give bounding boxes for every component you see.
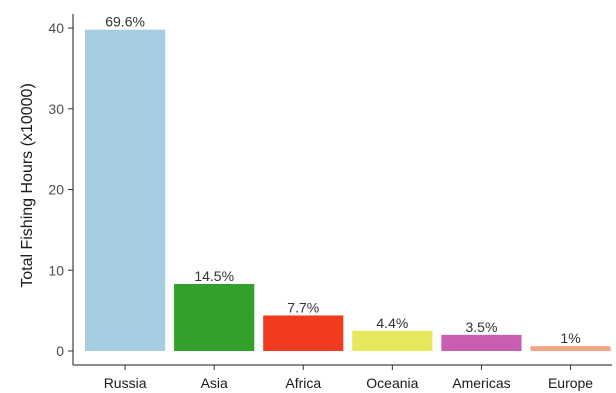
category-label-oceania: Oceania	[366, 375, 418, 391]
y-axis-title-group: Total Fishing Hours (x10000)	[19, 83, 36, 288]
bar-europe	[530, 346, 611, 351]
y-tick-label: 0	[56, 343, 64, 359]
data-label-europe: 1%	[560, 330, 580, 346]
bar-asia	[174, 283, 255, 351]
y-tick-label: 10	[48, 262, 64, 278]
data-label-asia: 14.5%	[194, 268, 234, 284]
data-label-oceania: 4.4%	[376, 315, 408, 331]
category-label-europe: Europe	[548, 375, 593, 391]
y-tick-label: 40	[48, 20, 64, 36]
data-labels: 69.6% 14.5% 7.7% 4.4% 3.5% 1%	[105, 14, 580, 346]
x-axis-categories: Russia Asia Africa Oceania Americas Europe	[104, 365, 593, 391]
category-label-africa: Africa	[285, 375, 321, 391]
bars	[85, 29, 611, 351]
category-label-asia: Asia	[201, 375, 228, 391]
y-axis-ticks: 0 10 20 30 40	[48, 20, 73, 359]
category-label-russia: Russia	[104, 375, 147, 391]
y-tick-label: 30	[48, 101, 64, 117]
bar-russia	[85, 29, 166, 351]
bar-americas	[441, 334, 522, 351]
data-label-russia: 69.6%	[105, 14, 145, 30]
bar-oceania	[352, 330, 433, 351]
bar-africa	[263, 315, 344, 351]
y-tick-label: 20	[48, 182, 64, 198]
data-label-africa: 7.7%	[287, 299, 319, 315]
data-label-americas: 3.5%	[465, 319, 497, 335]
y-axis-title: Total Fishing Hours (x10000)	[19, 83, 36, 288]
category-label-americas: Americas	[452, 375, 510, 391]
